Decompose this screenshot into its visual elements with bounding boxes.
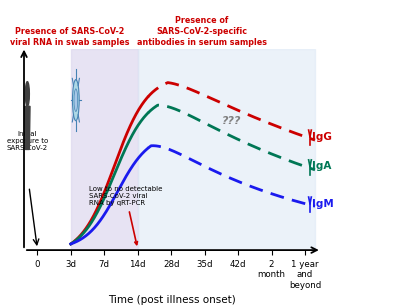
Text: Low to no detectable
SARS-CoV-2 viral
RNA by qRT-PCR: Low to no detectable SARS-CoV-2 viral RN…: [89, 186, 162, 245]
Text: Initial
exposure to
SARS-CoV-2: Initial exposure to SARS-CoV-2: [7, 131, 48, 151]
Bar: [71, 49, 138, 250]
Text: Presence of
SARS-CoV-2-specific
antibodies in serum samples: Presence of SARS-CoV-2-specific antibodi…: [136, 16, 267, 47]
Polygon shape: [25, 106, 30, 149]
Text: ???: ???: [222, 116, 241, 126]
Circle shape: [74, 89, 78, 111]
Circle shape: [72, 80, 79, 121]
Bar: [138, 49, 315, 250]
Circle shape: [25, 82, 29, 106]
Text: IgG: IgG: [312, 132, 332, 142]
Text: IgM: IgM: [312, 199, 334, 209]
Text: IgA: IgA: [312, 161, 332, 171]
Text: Presence of SARS-CoV-2
viral RNA in swab samples: Presence of SARS-CoV-2 viral RNA in swab…: [10, 27, 130, 47]
X-axis label: Time (post illness onset): Time (post illness onset): [108, 295, 236, 305]
